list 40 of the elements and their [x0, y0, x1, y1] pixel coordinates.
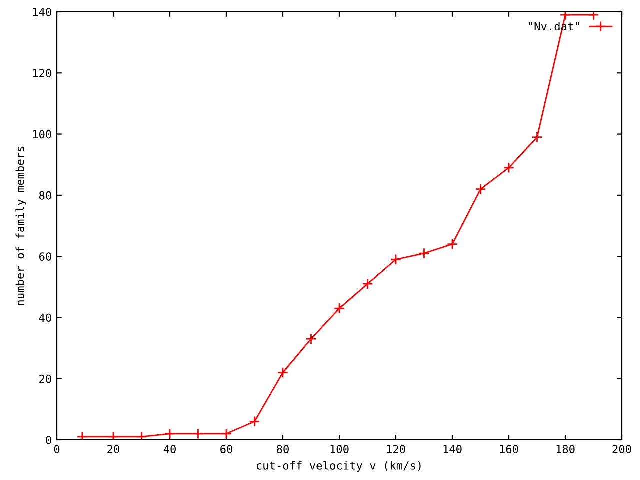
y-tick-label: 120: [33, 69, 52, 78]
point: [108, 431, 120, 440]
point: [503, 162, 515, 174]
y-tick-label: 60: [39, 252, 52, 261]
point: [306, 334, 317, 345]
x-tick-label: 40: [164, 445, 176, 454]
point: [334, 302, 346, 314]
point: [362, 278, 374, 290]
point: [192, 428, 204, 440]
y-tick-label: 0: [46, 436, 52, 444]
x-tick-label: 120: [387, 445, 406, 454]
point: [532, 132, 543, 143]
y-tick-label: 100: [33, 130, 52, 139]
y-tick-label: 40: [39, 314, 52, 322]
x-tick-label: 140: [444, 445, 462, 454]
y-tick-label: 80: [39, 191, 52, 200]
point: [249, 416, 260, 428]
point: [76, 431, 88, 440]
point: [446, 238, 458, 250]
x-tick-label: 100: [330, 445, 349, 454]
x-tick-label: 0: [54, 445, 60, 454]
x-tick-label: 180: [556, 445, 575, 454]
x-tick-label: 20: [108, 445, 120, 454]
point: [418, 248, 430, 260]
point: [220, 428, 232, 440]
point: [390, 254, 402, 266]
y-tick-label: 20: [40, 374, 52, 384]
x-tick-label: 80: [277, 445, 289, 454]
y-axis-title: number of family members: [16, 146, 27, 306]
x-tick-label: 60: [220, 445, 232, 454]
point: [475, 184, 486, 195]
point: [277, 367, 289, 378]
point: [560, 12, 572, 21]
point: [136, 431, 148, 440]
x-axis-title: cut-off velocity v (km/s): [256, 461, 421, 472]
point: [164, 428, 176, 440]
point: [588, 12, 600, 21]
x-tick-label: 160: [500, 445, 518, 454]
y-tick-label: 140: [33, 8, 52, 16]
x-tick-label: 200: [612, 445, 632, 454]
